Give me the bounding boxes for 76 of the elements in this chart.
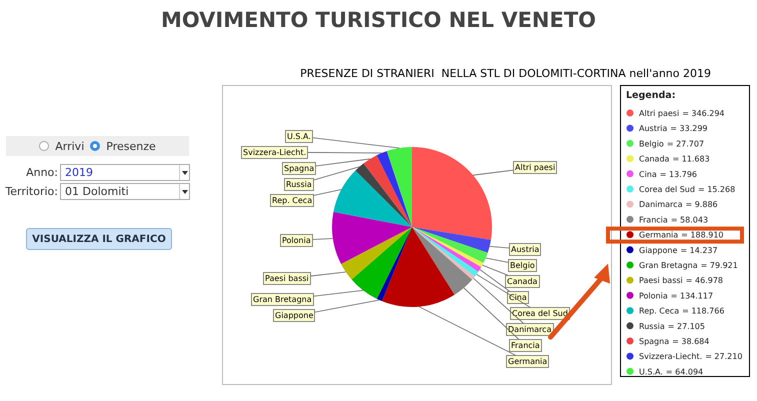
slice-label: Corea del Sud — [512, 309, 568, 318]
legend-label: Altri paesi — [639, 109, 680, 118]
text: VISUALIZZA IL GRAFICO — [26, 228, 172, 250]
text: Presenze — [106, 140, 156, 152]
slice-label: Paesi bassi — [265, 274, 309, 283]
slice-label: Polonia — [282, 236, 311, 245]
slice-label: Rep. Ceca — [272, 196, 312, 205]
pie-slice — [412, 227, 491, 253]
data-label: = 14.237 — [680, 246, 718, 255]
legend-label: Germania — [639, 230, 678, 240]
slice-label: Altri paesi — [515, 163, 556, 172]
pie-slice — [332, 212, 412, 264]
pie-slice — [355, 163, 412, 227]
legend-label: Svizzera-Liecht. — [639, 352, 702, 362]
slice-label: Svizzera-Liecht. — [243, 148, 306, 157]
data-label: = 9.886 — [685, 200, 718, 210]
slice-label: Gran Bretagna — [253, 295, 312, 304]
pie-slice — [376, 227, 412, 302]
text: 2019 — [65, 166, 93, 179]
data-label: = 38.684 — [672, 337, 710, 346]
pie-slice — [412, 147, 492, 240]
data-label: = 27.210 — [705, 352, 742, 362]
pie-slice — [386, 147, 412, 227]
pie-slice — [333, 170, 412, 227]
legend-label: Belgio — [639, 139, 664, 148]
slice-label: U.S.A. — [287, 132, 311, 141]
data-label: = 118.766 — [682, 306, 724, 316]
slice-label: Danimarca — [508, 325, 552, 334]
pie-slice — [376, 151, 412, 227]
text: Territorio: — [4, 185, 59, 198]
data-label: = 11.683 — [672, 154, 710, 164]
data-label: = 134.117 — [670, 291, 714, 300]
data-label: = 64.094 — [666, 367, 704, 376]
legend-label: Russia — [639, 322, 665, 331]
legend-label: Canada — [639, 154, 670, 164]
text: 01 Dolomiti — [65, 185, 129, 198]
legend-title: Legenda: — [626, 90, 677, 101]
legend-label: Cina — [639, 170, 657, 179]
pie-slice — [341, 227, 412, 280]
data-label: = 79.921 — [700, 261, 738, 270]
legend-label: Polonia — [639, 291, 668, 300]
legend-label: Austria — [639, 124, 668, 134]
legend-label: Corea del Sud — [639, 185, 695, 194]
slice-label: Canada — [507, 277, 538, 286]
legend-label: Danimarca — [639, 200, 683, 210]
pie-slice — [352, 227, 412, 299]
data-label: = 46.978 — [686, 276, 724, 286]
chart-title: MOVIMENTO TURISTICO NEL VENETO — [160, 8, 598, 32]
data-label: = 27.105 — [668, 322, 705, 331]
text: Anno: — [25, 166, 59, 179]
chart-subtitle: PRESENZE DI STRANIERI NELLA STL DI DOLOMITI-CORTINA nell'anno 2019 — [300, 66, 712, 80]
text: Arrivi — [55, 140, 84, 152]
legend-label: U.S.A. — [639, 367, 663, 376]
legend-label: Francia — [639, 215, 668, 224]
legend-label: Gran Bretagna — [639, 261, 698, 270]
slice-label: Austria — [511, 245, 540, 254]
slice-label: Giappone — [275, 311, 314, 320]
legend-label: Rep. Ceca — [639, 306, 680, 316]
slice-label: Spagna — [284, 164, 314, 173]
legend-label: Paesi bassi — [639, 276, 683, 286]
data-label: = 346.294 — [682, 109, 725, 118]
pie-slice — [412, 227, 472, 295]
slice-label: Belgio — [510, 261, 535, 270]
slice-label: Francia — [511, 341, 540, 350]
legend-label: Spagna — [639, 337, 670, 346]
data-label: = 33.299 — [670, 124, 708, 134]
pie-slice — [382, 227, 455, 307]
data-label: = 58.043 — [670, 215, 708, 224]
data-label: = 15.268 — [698, 185, 736, 194]
data-label: = 13.796 — [660, 170, 698, 179]
pie-slice — [364, 155, 412, 227]
legend-label: Giappone — [639, 246, 678, 255]
slice-label: Russia — [286, 180, 312, 189]
data-label: = 188.910 — [681, 230, 724, 240]
slice-label: Germania — [508, 357, 548, 366]
data-label: = 27.707 — [666, 139, 704, 148]
